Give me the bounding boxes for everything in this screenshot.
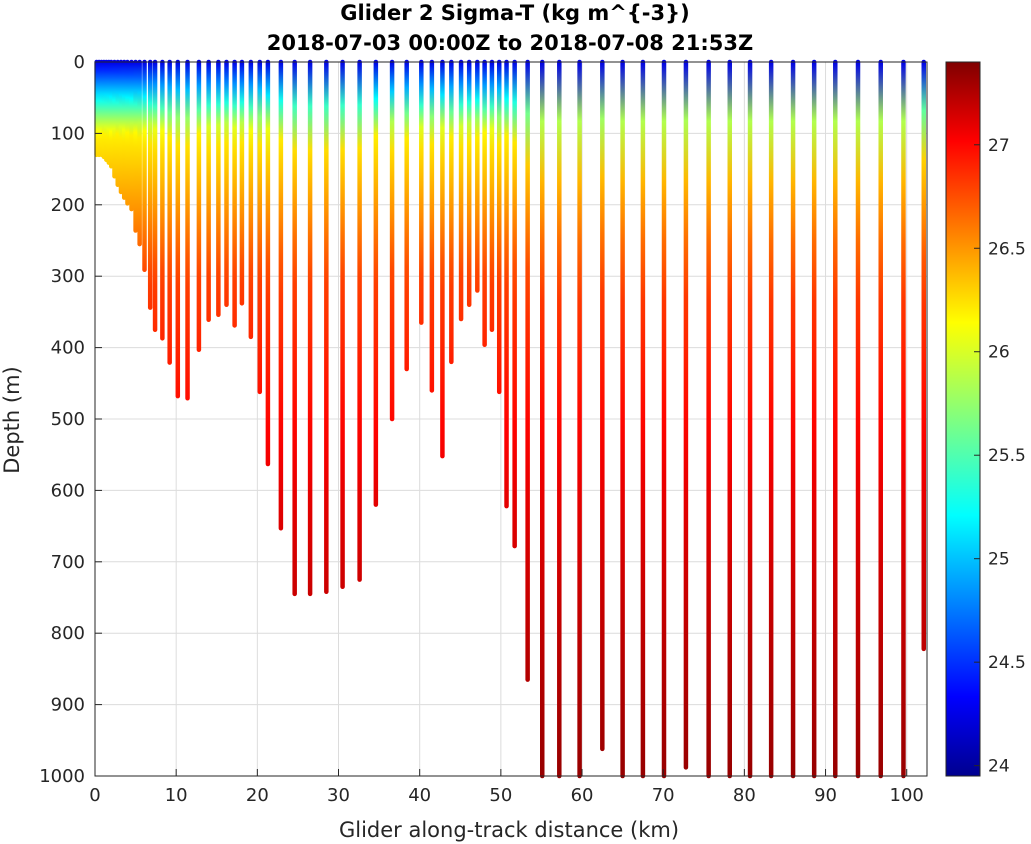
y-tick-label: 100 <box>51 123 85 144</box>
profiles <box>94 59 927 779</box>
y-tick-label: 400 <box>51 338 85 359</box>
x-tick-label: 20 <box>246 785 269 806</box>
y-tick-label: 300 <box>51 266 85 287</box>
x-axis-ticks: 0 10 20 30 40 50 60 70 80 90 100 <box>89 769 924 806</box>
x-tick-label: 100 <box>890 785 924 806</box>
colorbar <box>945 61 981 777</box>
y-tick-label: 200 <box>51 195 85 216</box>
chart-subtitle: 2018-07-03 00:00Z to 2018-07-08 21:53Z <box>267 31 754 55</box>
colorbar-tick-label: 25.5 <box>988 446 1026 466</box>
colorbar-tick-label: 26 <box>988 343 1010 363</box>
y-tick-label: 1000 <box>39 766 85 787</box>
colorbar-tick-label: 25 <box>988 550 1010 570</box>
x-tick-label: 10 <box>165 785 188 806</box>
y-tick-label: 700 <box>51 552 85 573</box>
y-tick-label: 500 <box>51 409 85 430</box>
x-tick-label: 40 <box>408 785 431 806</box>
colorbar-ticks: 24 24.5 25 25.5 26 26.5 27 <box>974 136 1026 777</box>
x-axis-label: Glider along-track distance (km) <box>339 818 679 842</box>
x-tick-label: 0 <box>89 785 100 806</box>
colorbar-tick-label: 27 <box>988 136 1010 156</box>
y-axis-label: Depth (m) <box>0 366 24 473</box>
x-tick-label: 30 <box>327 785 350 806</box>
y-axis-ticks: 0 100 200 300 400 500 600 700 800 900 1000 <box>39 52 102 787</box>
y-tick-label: 600 <box>51 480 85 501</box>
y-tick-label: 0 <box>74 52 85 73</box>
x-tick-label: 60 <box>571 785 594 806</box>
x-tick-label: 70 <box>652 785 675 806</box>
y-tick-label: 800 <box>51 623 85 644</box>
x-tick-label: 90 <box>814 785 837 806</box>
colorbar-tick-label: 26.5 <box>988 239 1026 259</box>
x-tick-label: 80 <box>733 785 756 806</box>
colorbar-tick-label: 24 <box>988 757 1010 777</box>
chart-title: Glider 2 Sigma-T (kg m^{-3}) <box>340 1 689 25</box>
colorbar-tick-label: 24.5 <box>988 653 1026 673</box>
y-tick-label: 900 <box>51 695 85 716</box>
x-tick-label: 50 <box>489 785 512 806</box>
